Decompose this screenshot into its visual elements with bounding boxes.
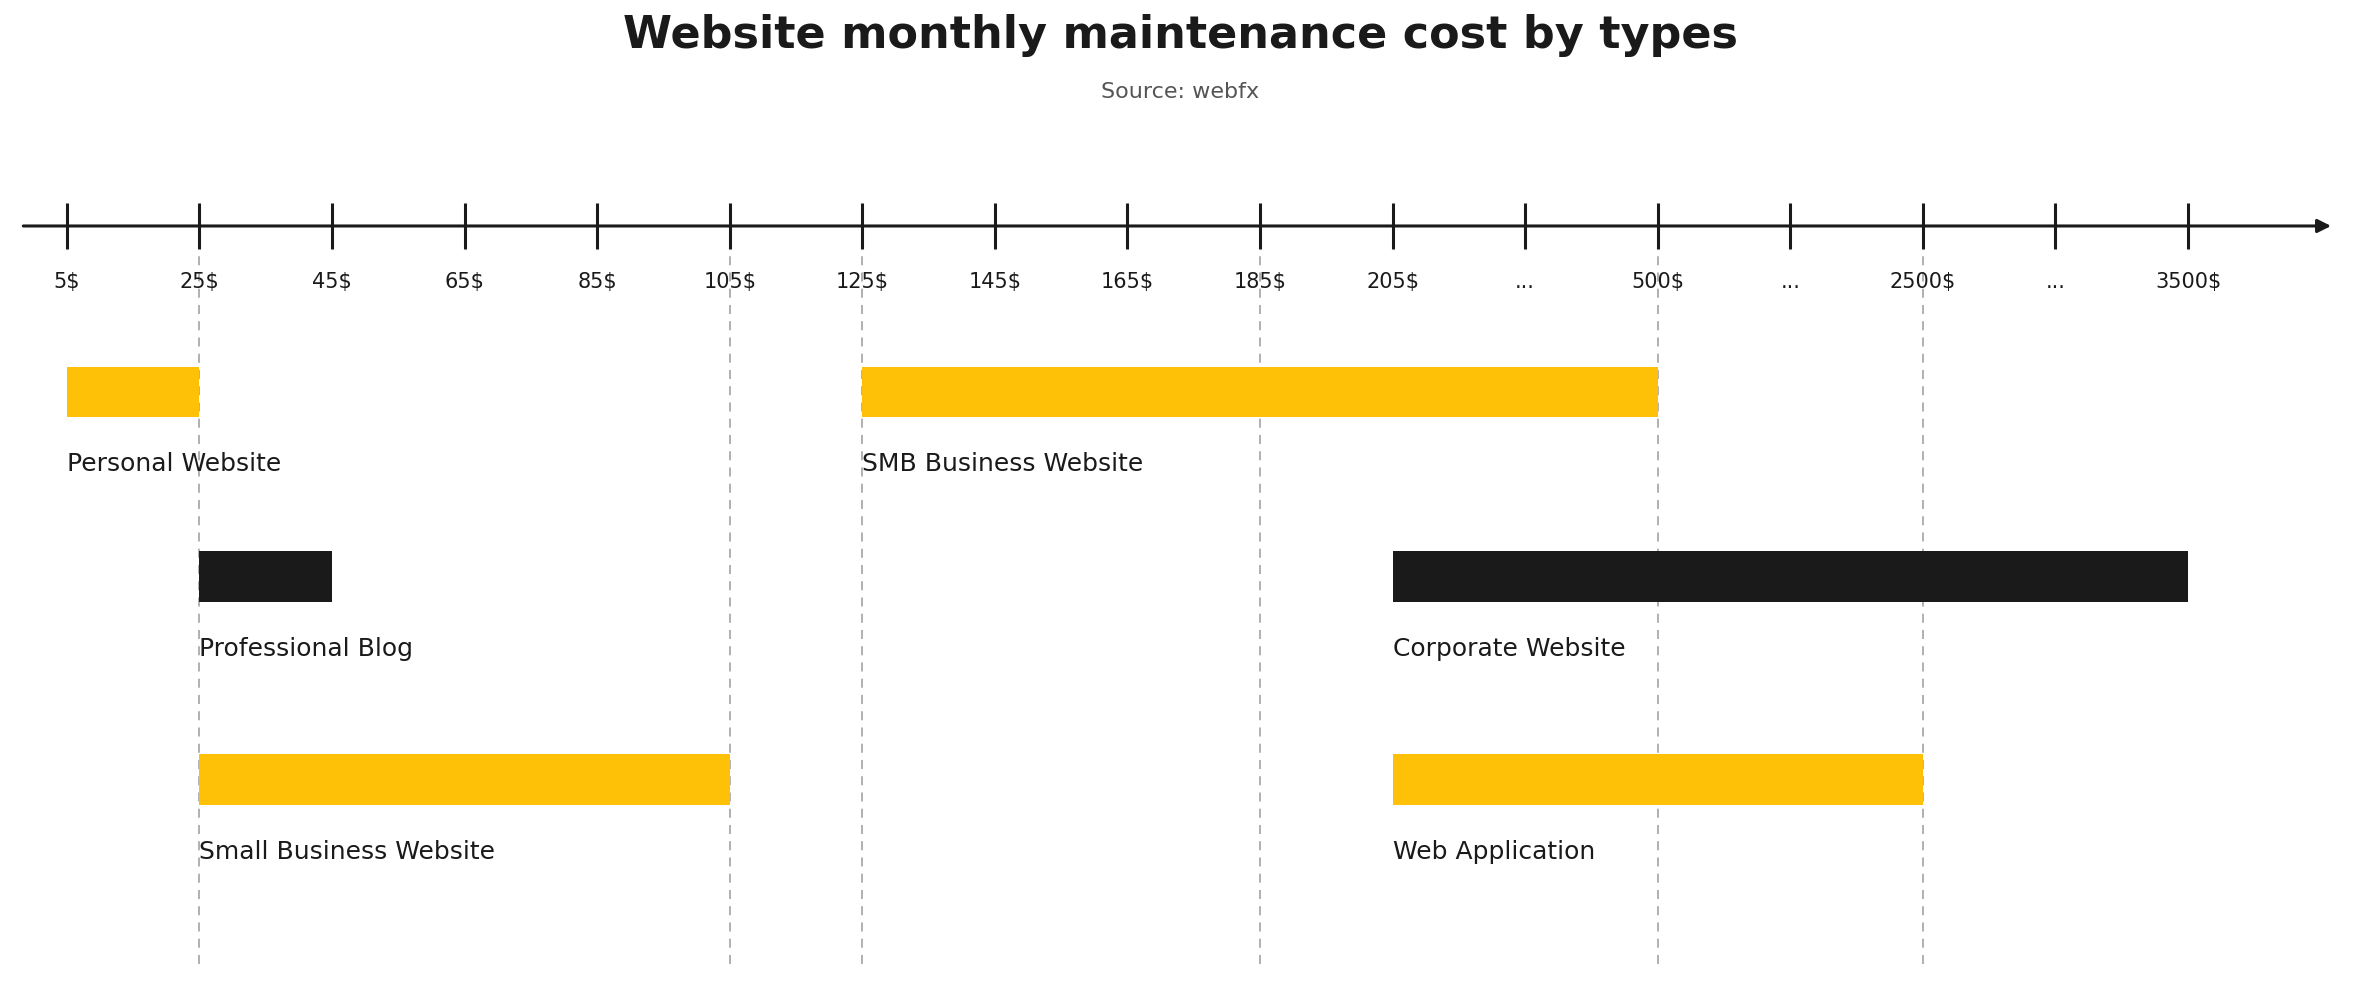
Text: 500$: 500$ <box>1631 272 1683 292</box>
Bar <box>1393 754 1922 805</box>
Text: 65$: 65$ <box>444 272 484 292</box>
Text: 145$: 145$ <box>968 272 1022 292</box>
Text: Website monthly maintenance cost by types: Website monthly maintenance cost by type… <box>623 14 1738 57</box>
Text: Web Application: Web Application <box>1393 840 1596 864</box>
Text: Professional Blog: Professional Blog <box>198 636 413 660</box>
Text: ...: ... <box>2045 272 2066 292</box>
Text: ...: ... <box>1516 272 1535 292</box>
Text: 25$: 25$ <box>179 272 220 292</box>
Text: 5$: 5$ <box>54 272 80 292</box>
Text: 125$: 125$ <box>836 272 888 292</box>
Text: 105$: 105$ <box>704 272 756 292</box>
Text: ...: ... <box>1780 272 1799 292</box>
Text: 205$: 205$ <box>1367 272 1419 292</box>
Text: 45$: 45$ <box>312 272 352 292</box>
Text: 165$: 165$ <box>1100 272 1155 292</box>
Text: 85$: 85$ <box>578 272 616 292</box>
Text: 185$: 185$ <box>1232 272 1287 292</box>
Bar <box>862 367 1657 417</box>
Text: 2500$: 2500$ <box>1889 272 1955 292</box>
Bar <box>198 551 333 602</box>
Bar <box>1393 551 2189 602</box>
Text: Personal Website: Personal Website <box>66 452 281 476</box>
Text: 3500$: 3500$ <box>2156 272 2222 292</box>
Bar <box>198 754 730 805</box>
Text: SMB Business Website: SMB Business Website <box>862 452 1143 476</box>
Text: Small Business Website: Small Business Website <box>198 840 496 864</box>
Text: Source: webfx: Source: webfx <box>1103 82 1258 102</box>
Bar <box>66 367 198 417</box>
Text: Corporate Website: Corporate Website <box>1393 636 1624 660</box>
